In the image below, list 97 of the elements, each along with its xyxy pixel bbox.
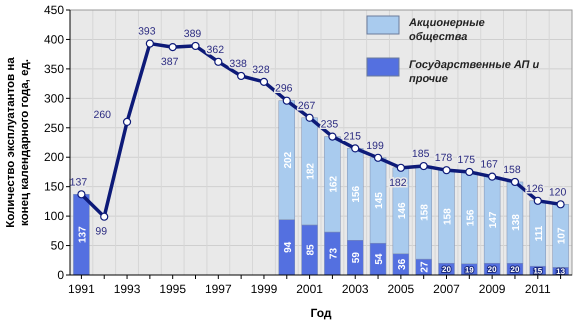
data-label: 137 bbox=[77, 226, 88, 244]
data-label: 99 bbox=[95, 226, 108, 238]
x-tick-label: 1997 bbox=[204, 282, 232, 296]
y-tick-label: 200 bbox=[44, 150, 64, 164]
data-label: 202 bbox=[282, 151, 294, 169]
point bbox=[237, 72, 246, 80]
data-label: 36 bbox=[396, 258, 408, 270]
data-label: 20 bbox=[488, 265, 498, 274]
point bbox=[556, 200, 565, 208]
point bbox=[534, 196, 542, 205]
x-tick-label: 2001 bbox=[296, 282, 324, 296]
x-axis-title: Год bbox=[310, 306, 332, 320]
data-label: 73 bbox=[328, 248, 340, 260]
point bbox=[442, 166, 451, 174]
x-tick-label: 2011 bbox=[524, 282, 551, 296]
data-label: 338 bbox=[229, 58, 248, 70]
y-tick-label: 150 bbox=[44, 180, 64, 194]
data-label: 27 bbox=[420, 261, 431, 273]
data-label: 162 bbox=[328, 176, 340, 193]
point bbox=[100, 212, 108, 221]
data-label: 387 bbox=[160, 56, 179, 68]
x-tick-label: 1991 bbox=[68, 282, 96, 296]
point bbox=[191, 42, 200, 50]
y-tick-label: 0 bbox=[57, 268, 64, 282]
y-tick-label: 300 bbox=[44, 91, 64, 106]
y-tick-label: 350 bbox=[44, 62, 64, 76]
data-label: 393 bbox=[138, 26, 156, 38]
x-tick-label: 2005 bbox=[388, 282, 415, 296]
x-tick-label: 1995 bbox=[159, 282, 186, 296]
point bbox=[77, 190, 86, 198]
data-label: 156 bbox=[465, 209, 476, 226]
data-label: 182 bbox=[306, 162, 317, 180]
data-label: 175 bbox=[458, 154, 476, 166]
y-axis-title: Количество эксплуатантов на конец календарного года, ед. bbox=[5, 56, 31, 228]
data-label: 167 bbox=[480, 158, 498, 171]
bar bbox=[73, 194, 90, 276]
point bbox=[396, 164, 405, 172]
data-label: 178 bbox=[434, 152, 452, 164]
data-label: 20 bbox=[442, 265, 452, 274]
data-label: 362 bbox=[206, 44, 224, 56]
y-tick-label: 250 bbox=[44, 120, 64, 135]
point bbox=[420, 162, 428, 170]
data-label: 94 bbox=[282, 241, 294, 253]
data-label: 20 bbox=[510, 265, 520, 274]
data-label: 120 bbox=[548, 186, 567, 198]
x-tick-label: 2007 bbox=[433, 282, 460, 296]
point bbox=[282, 96, 291, 105]
data-label: 389 bbox=[184, 28, 202, 40]
data-label: 182 bbox=[389, 176, 407, 189]
y-tick-label: 450 bbox=[44, 3, 64, 17]
legend-label: Государственные АП и прочие bbox=[409, 59, 540, 85]
x-tick-label: 2003 bbox=[342, 282, 369, 296]
y-tick-label: 400 bbox=[44, 32, 64, 46]
data-label: 19 bbox=[464, 265, 474, 274]
data-label: 145 bbox=[374, 192, 386, 209]
data-label: 15 bbox=[533, 266, 543, 276]
point bbox=[214, 58, 222, 66]
point bbox=[351, 144, 360, 152]
data-label: 199 bbox=[366, 140, 384, 152]
data-label: 13 bbox=[556, 267, 566, 276]
data-label: 137 bbox=[70, 176, 88, 188]
data-label: 296 bbox=[275, 82, 293, 95]
point bbox=[510, 178, 520, 186]
data-label: 126 bbox=[526, 182, 544, 195]
data-label: 146 bbox=[396, 202, 408, 220]
x-tick-label: 2009 bbox=[478, 282, 506, 296]
point bbox=[328, 132, 337, 141]
data-label: 235 bbox=[320, 118, 338, 131]
data-label: 158 bbox=[503, 164, 521, 176]
data-label: 260 bbox=[94, 108, 112, 121]
data-label: 147 bbox=[488, 211, 500, 228]
x-tick-label: 1993 bbox=[114, 282, 141, 296]
point bbox=[122, 118, 132, 126]
data-label: 54 bbox=[374, 253, 386, 265]
point bbox=[488, 172, 496, 181]
data-label: 267 bbox=[298, 100, 316, 112]
data-label: 215 bbox=[343, 130, 362, 142]
data-label: 156 bbox=[351, 186, 362, 203]
data-label: 158 bbox=[442, 208, 454, 226]
data-label: 328 bbox=[252, 64, 270, 76]
data-label: 158 bbox=[420, 204, 431, 221]
point bbox=[260, 78, 268, 86]
y-tick-label: 100 bbox=[44, 209, 64, 224]
point bbox=[305, 114, 314, 122]
point bbox=[168, 43, 177, 52]
point bbox=[374, 154, 382, 162]
data-label: 111 bbox=[534, 225, 545, 242]
data-label: 85 bbox=[306, 244, 317, 256]
x-tick-label: 1999 bbox=[250, 282, 278, 296]
data-label: 138 bbox=[510, 214, 522, 231]
data-label: 59 bbox=[351, 252, 362, 264]
point bbox=[465, 168, 474, 176]
y-tick-label: 50 bbox=[50, 238, 64, 253]
legend-label: Акционерные общества bbox=[408, 17, 485, 43]
data-label: 185 bbox=[412, 148, 430, 160]
data-label: 107 bbox=[556, 227, 568, 244]
point bbox=[146, 39, 154, 48]
